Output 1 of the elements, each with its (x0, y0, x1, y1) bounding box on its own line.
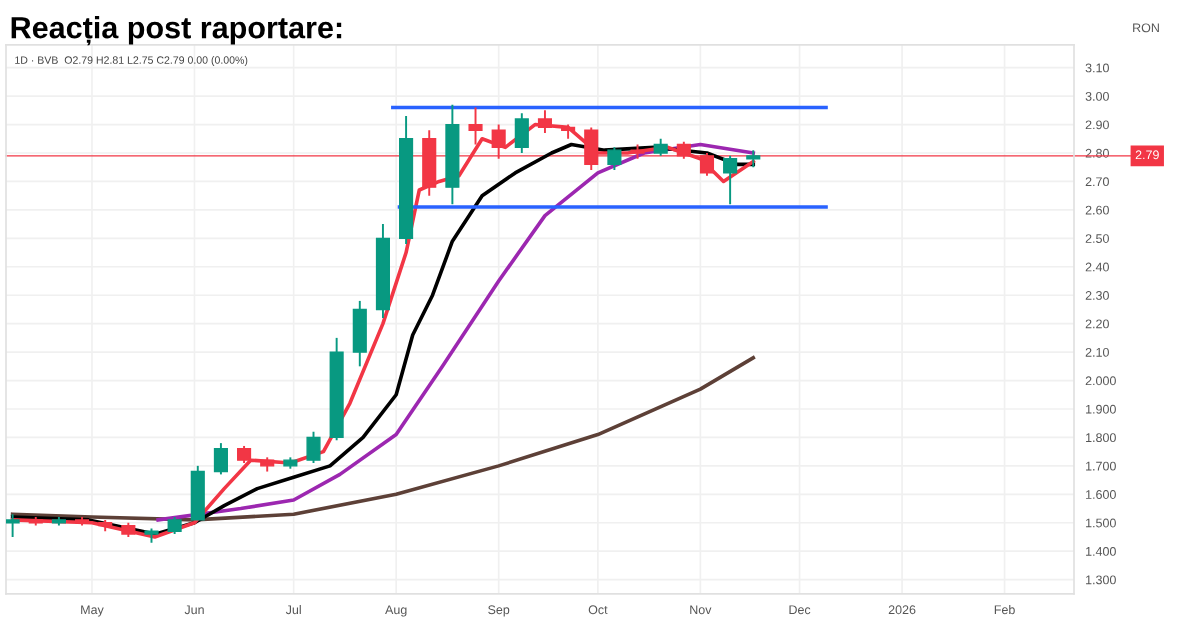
chart-title: Reacția post raportare: (11, 16, 342, 46)
